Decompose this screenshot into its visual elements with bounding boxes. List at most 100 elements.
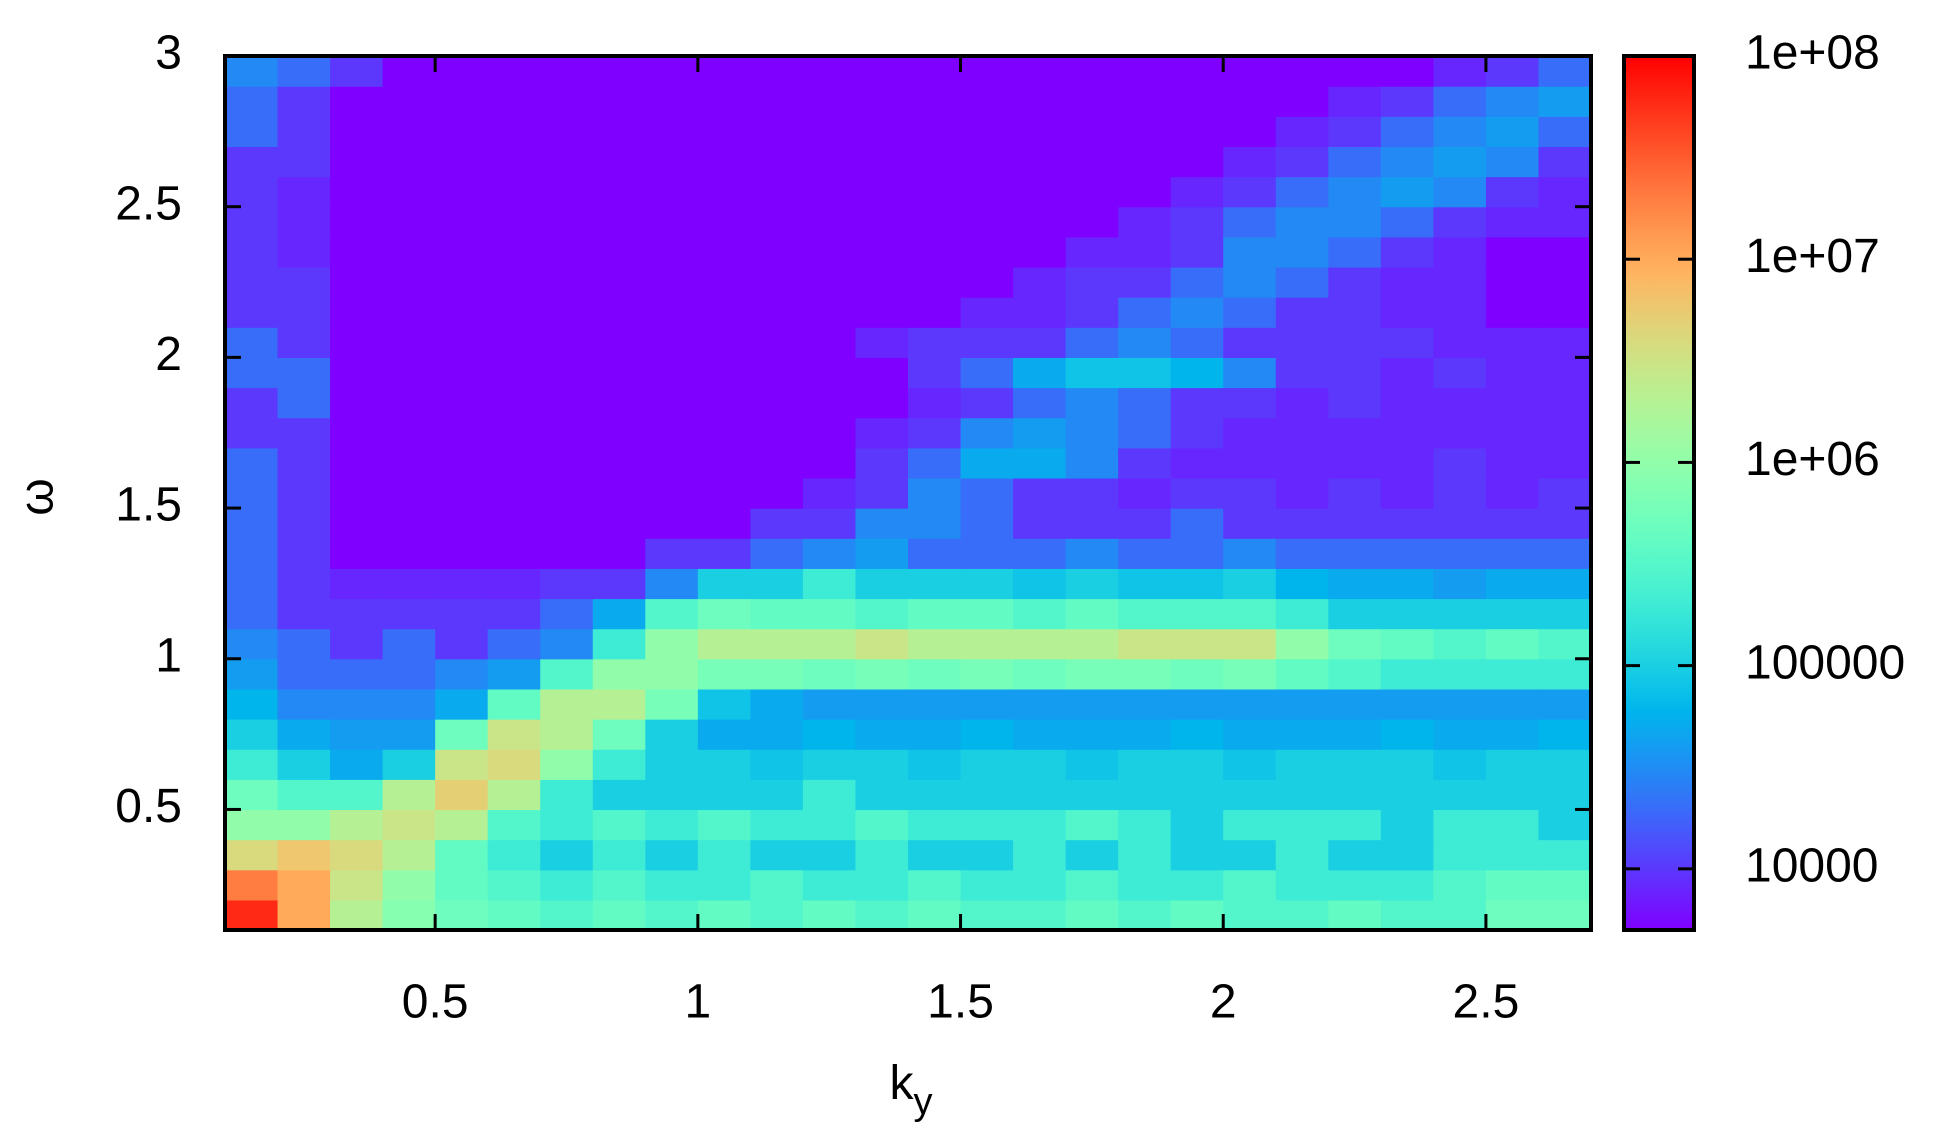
heatmap-cell [1013,719,1067,750]
colorbar-tick-label: 1e+08 [1745,27,1880,80]
heatmap-cell [750,749,804,780]
heatmap-cell [1013,357,1067,389]
heatmap-cell [1275,779,1329,811]
heatmap-cell [855,749,909,780]
heatmap-cell [382,508,436,539]
heatmap-cell [435,297,489,328]
heatmap-cells [225,56,1592,931]
heatmap-cell [1328,357,1382,389]
heatmap-cell [908,749,962,780]
heatmap-cell [1170,809,1224,841]
heatmap-cell [487,779,541,811]
heatmap-cell [330,749,384,780]
heatmap-cell [1328,327,1382,358]
heatmap-cell [1485,779,1540,811]
heatmap-cell [592,568,646,600]
heatmap-cell [225,869,279,901]
heatmap-cell [1065,266,1119,298]
heatmap-cell [1538,749,1592,780]
heatmap-cell [1118,779,1172,811]
heatmap-cell [1065,779,1119,811]
heatmap-cell [908,628,962,660]
heatmap-cell [382,779,436,811]
heatmap-cell [487,86,541,117]
heatmap-cell [1433,477,1487,509]
heatmap-cell [435,477,489,509]
heatmap-cell [1380,206,1434,238]
heatmap-cell [1485,327,1540,358]
heatmap-cell [1065,417,1119,449]
heatmap-cell [1328,266,1382,298]
heatmap-cell [1538,688,1592,720]
heatmap-cell [1433,327,1487,358]
heatmap-cell [1223,628,1277,660]
heatmap-cell [1065,628,1119,660]
heatmap-cell [855,327,909,358]
heatmap-cell [802,628,857,660]
heatmap-cell [960,658,1014,690]
heatmap-cell [540,417,594,449]
heatmap-cell [645,327,699,358]
heatmap-cell [277,508,331,539]
heatmap-cell [382,658,436,690]
heatmap-cell [435,598,489,630]
heatmap-cell [1433,809,1487,841]
heatmap-cell [1118,508,1172,539]
heatmap-cell [225,387,279,419]
heatmap-cell [908,146,962,178]
heatmap-cell [277,779,331,811]
heatmap-cell [382,176,436,208]
heatmap-cell [540,719,594,750]
heatmap-cell [277,809,331,841]
heatmap-cell [1170,779,1224,811]
heatmap-cell [697,176,751,208]
heatmap-cell [1065,658,1119,690]
heatmap-cell [1275,809,1329,841]
heatmap-cell [382,749,436,780]
heatmap-cell [1485,357,1540,389]
heatmap-cell [435,417,489,449]
y-tick-label: 1 [155,629,182,682]
heatmap-cell [1538,327,1592,358]
heatmap-cell [382,387,436,419]
heatmap-cell [540,116,594,148]
heatmap-cell [225,266,279,298]
heatmap-cell [697,658,751,690]
heatmap-cell [1170,688,1224,720]
heatmap-cell [435,749,489,780]
heatmap-cell [1013,628,1067,660]
heatmap-cell [540,749,594,780]
heatmap-cell [592,387,646,419]
heatmap-cell [1118,387,1172,419]
heatmap-cell [382,327,436,358]
heatmap-cell [960,688,1014,720]
heatmap-cell [1380,869,1434,901]
heatmap-cell [1170,869,1224,901]
heatmap-cell [1118,146,1172,178]
heatmap-cell [697,236,751,268]
heatmap-cell [802,598,857,630]
heatmap-cell [1380,417,1434,449]
heatmap-cell [1328,176,1382,208]
heatmap-cell [750,688,804,720]
heatmap-cell [645,568,699,600]
heatmap-cell [802,538,857,569]
heatmap-cell [1013,387,1067,419]
heatmap-cell [1328,236,1382,268]
heatmap-cell [1013,266,1067,298]
heatmap-cell [1013,206,1067,238]
heatmap-cell [960,568,1014,600]
heatmap-cell [1380,297,1434,328]
heatmap-cell [1223,116,1277,148]
heatmap-cell [487,417,541,449]
heatmap-cell [960,357,1014,389]
heatmap-cell [1223,869,1277,901]
heatmap-cell [592,508,646,539]
heatmap-cell [1380,357,1434,389]
heatmap-cell [435,508,489,539]
heatmap-cell [1170,357,1224,389]
heatmap-cell [225,839,279,871]
heatmap-cell [225,86,279,117]
heatmap-cell [1223,598,1277,630]
x-label-sub: y [914,1081,933,1123]
